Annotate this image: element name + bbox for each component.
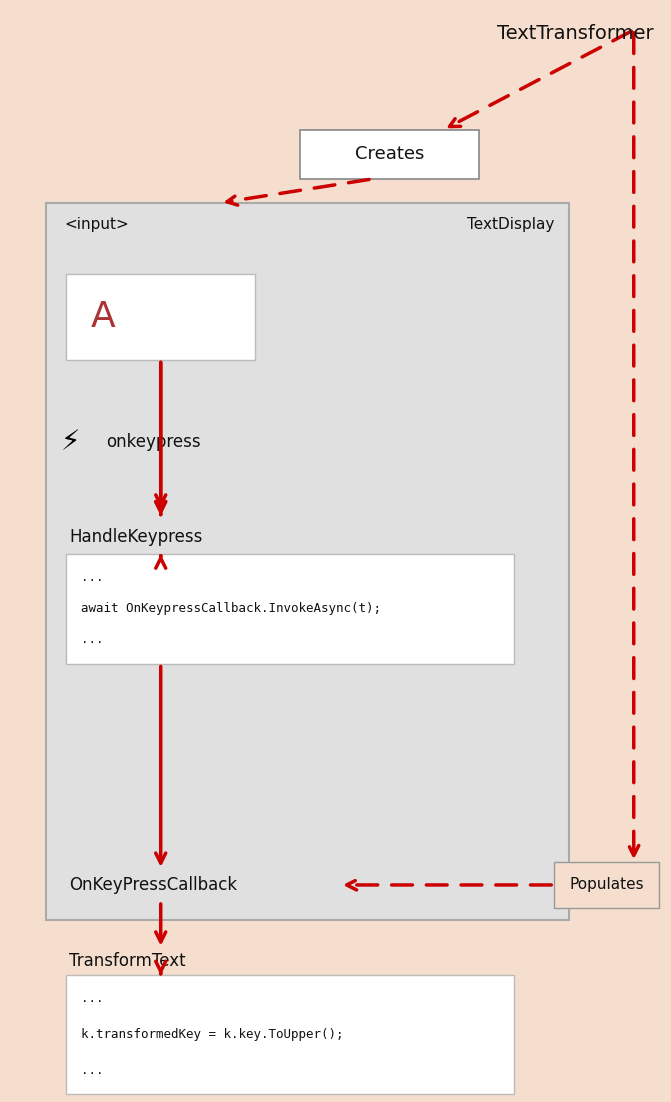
FancyBboxPatch shape	[66, 975, 514, 1094]
FancyBboxPatch shape	[66, 274, 256, 359]
Text: <input>: <input>	[64, 217, 129, 233]
FancyBboxPatch shape	[300, 130, 479, 179]
Text: onkeypress: onkeypress	[106, 433, 201, 451]
Text: TextDisplay: TextDisplay	[467, 217, 554, 233]
FancyBboxPatch shape	[66, 554, 514, 663]
Text: HandleKeypress: HandleKeypress	[69, 528, 203, 547]
Text: TransformText: TransformText	[69, 952, 186, 970]
FancyBboxPatch shape	[554, 862, 659, 908]
Text: Populates: Populates	[569, 877, 643, 893]
Text: TextTransformer: TextTransformer	[497, 24, 654, 43]
Text: ...: ...	[81, 992, 103, 1005]
Text: ...: ...	[81, 634, 103, 647]
Text: ...: ...	[81, 1063, 103, 1077]
Text: ...: ...	[81, 572, 103, 584]
Text: ⚡: ⚡	[61, 429, 81, 456]
Text: await OnKeypressCallback.InvokeAsync(t);: await OnKeypressCallback.InvokeAsync(t);	[81, 603, 381, 615]
Text: Creates: Creates	[355, 145, 425, 163]
FancyBboxPatch shape	[46, 203, 569, 920]
Text: OnKeyPressCallback: OnKeyPressCallback	[69, 876, 238, 894]
Text: A: A	[91, 300, 116, 334]
Text: k.transformedKey = k.key.ToUpper();: k.transformedKey = k.key.ToUpper();	[81, 1028, 344, 1041]
